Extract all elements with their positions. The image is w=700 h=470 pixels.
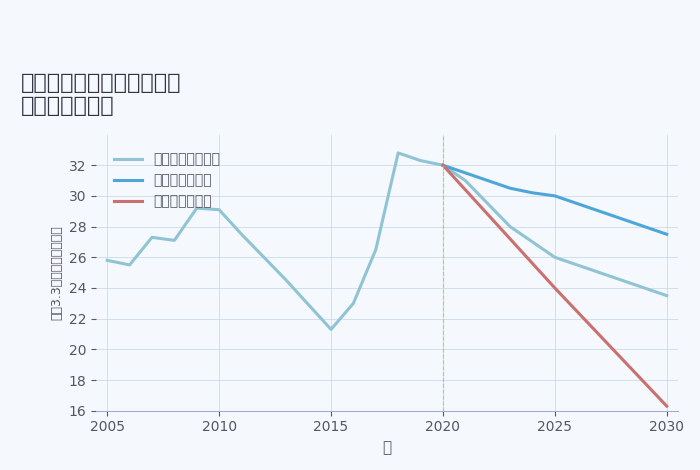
Line: グッドシナリオ: グッドシナリオ — [443, 165, 666, 234]
グッドシナリオ — [461, 170, 470, 176]
グッドシナリオ — [618, 216, 626, 222]
グッドシナリオ — [506, 185, 514, 191]
グッドシナリオ — [662, 231, 671, 237]
ノーマルシナリオ — [461, 178, 470, 183]
ノーマルシナリオ — [372, 247, 380, 252]
グッドシナリオ — [528, 190, 537, 196]
X-axis label: 年: 年 — [382, 440, 391, 455]
グッドシナリオ — [551, 193, 559, 199]
ノーマルシナリオ — [349, 300, 358, 306]
ノーマルシナリオ — [662, 293, 671, 298]
グッドシナリオ — [596, 208, 604, 214]
ノーマルシナリオ — [237, 231, 246, 237]
ノーマルシナリオ — [282, 277, 290, 283]
ノーマルシナリオ — [260, 254, 268, 260]
ノーマルシナリオ — [439, 162, 447, 168]
ノーマルシナリオ — [596, 270, 604, 275]
ノーマルシナリオ — [394, 150, 402, 156]
グッドシナリオ — [439, 162, 447, 168]
ノーマルシナリオ — [125, 262, 134, 268]
バッドシナリオ — [551, 285, 559, 291]
グッドシナリオ — [573, 201, 582, 206]
ノーマルシナリオ — [103, 258, 111, 263]
グッドシナリオ — [640, 224, 649, 229]
バッドシナリオ — [439, 162, 447, 168]
Text: 兵庫県加古郡稲美町中村の
土地の価格推移: 兵庫県加古郡稲美町中村の 土地の価格推移 — [20, 73, 181, 116]
ノーマルシナリオ — [148, 235, 156, 240]
Line: ノーマルシナリオ: ノーマルシナリオ — [107, 153, 666, 329]
Line: バッドシナリオ: バッドシナリオ — [443, 165, 666, 406]
ノーマルシナリオ — [193, 205, 201, 211]
ノーマルシナリオ — [484, 201, 492, 206]
ノーマルシナリオ — [327, 327, 335, 332]
ノーマルシナリオ — [528, 239, 537, 245]
バッドシナリオ — [662, 403, 671, 409]
ノーマルシナリオ — [640, 285, 649, 291]
ノーマルシナリオ — [304, 302, 313, 308]
Y-axis label: 坪（3.3㎡）単価（万円）: 坪（3.3㎡）単価（万円） — [50, 225, 63, 320]
ノーマルシナリオ — [215, 207, 223, 212]
ノーマルシナリオ — [506, 224, 514, 229]
ノーマルシナリオ — [551, 254, 559, 260]
ノーマルシナリオ — [618, 277, 626, 283]
グッドシナリオ — [484, 178, 492, 183]
ノーマルシナリオ — [416, 158, 425, 164]
Legend: ノーマルシナリオ, グッドシナリオ, バッドシナリオ: ノーマルシナリオ, グッドシナリオ, バッドシナリオ — [108, 147, 226, 214]
ノーマルシナリオ — [573, 262, 582, 268]
ノーマルシナリオ — [170, 237, 178, 243]
